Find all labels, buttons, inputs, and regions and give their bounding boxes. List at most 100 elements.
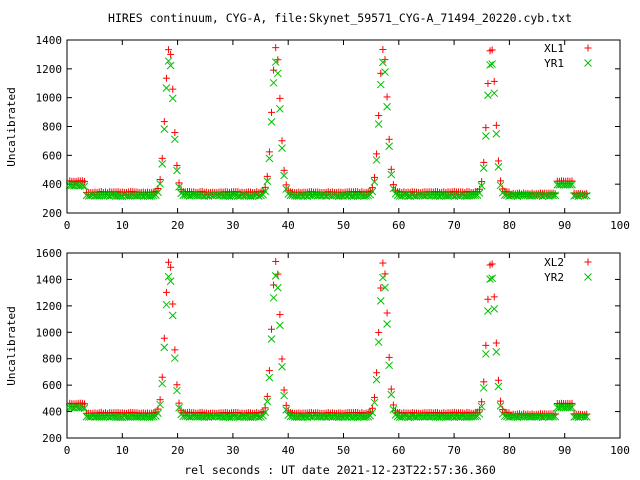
bottom-xtick-label: 70 <box>447 444 460 457</box>
bottom-point-yr2 <box>582 413 591 421</box>
top-xtick-label: 50 <box>337 219 350 232</box>
top-point-yr1 <box>475 189 484 197</box>
bottom-point-yr2 <box>551 412 560 421</box>
bottom-point-xl2 <box>383 309 391 317</box>
bottom-point-yr2 <box>383 320 391 328</box>
bottom-point-xl2 <box>480 378 488 386</box>
bottom-point-xl2 <box>375 328 383 336</box>
legend-label-yr2: YR2 <box>544 271 564 284</box>
bottom-point-yr2 <box>164 272 173 281</box>
bottom-ytick-label: 1200 <box>36 300 63 313</box>
top-point-xl1 <box>175 179 183 187</box>
top-point-xl1 <box>375 112 383 120</box>
bottom-point-xl2 <box>272 257 280 265</box>
top-point-yr1 <box>496 181 505 190</box>
top-point-xl1 <box>171 129 179 137</box>
top-point-xl1 <box>488 46 496 54</box>
top-ylabel: Uncalibrated <box>5 87 18 166</box>
top-point-xl1 <box>389 181 397 189</box>
bottom-point-xl2 <box>373 369 381 377</box>
bottom-point-xl2 <box>175 399 183 407</box>
bottom-point-xl2 <box>368 404 376 412</box>
bottom-point-yr2 <box>488 274 496 283</box>
x-axis-label: rel seconds : UT date 2021-12-23T22:57:3… <box>184 463 496 477</box>
bottom-point-xl2 <box>494 376 502 384</box>
top-panel: Uncalibrated 0 10 20 30 40 50 60 70 80 90 100 200 40… <box>5 34 630 232</box>
bottom-point-yr2 <box>156 400 164 409</box>
bottom-point-yr2 <box>362 413 370 421</box>
bottom-xtick-label: 10 <box>116 444 129 457</box>
bottom-point-yr2 <box>379 273 387 282</box>
top-point-yr1 <box>271 58 280 66</box>
bottom-xtick-label: 0 <box>64 444 71 457</box>
top-xtick-label: 10 <box>116 219 129 232</box>
top-ytick-label: 600 <box>42 149 62 162</box>
top-point-yr1 <box>379 58 387 67</box>
bottom-point-xl2 <box>370 393 378 401</box>
bottom-point-yr2 <box>276 321 284 330</box>
top-point-yr1 <box>168 94 177 103</box>
bottom-point-xl2 <box>379 259 387 267</box>
bottom-point-yr2 <box>269 293 278 302</box>
top-point-yr1 <box>376 80 385 89</box>
bottom-point-yr2 <box>263 397 272 406</box>
top-point-yr1 <box>273 69 282 78</box>
bottom-xtick-label: 100 <box>610 444 630 457</box>
bottom-ticks: 0 10 20 30 40 50 60 70 80 90 100 200 400 600 800 1000 12… <box>36 247 630 457</box>
bottom-point-xl2 <box>165 258 173 266</box>
bottom-ytick-label: 1600 <box>36 247 63 260</box>
bottom-point-xl2 <box>265 367 273 375</box>
bottom-point-yr2 <box>175 403 183 412</box>
bottom-point-yr2 <box>471 412 480 421</box>
top-point-yr1 <box>78 181 87 190</box>
bottom-point-yr2 <box>265 373 274 382</box>
top-point-xl1 <box>272 44 280 52</box>
bottom-point-xl2 <box>276 311 284 319</box>
top-point-yr1 <box>582 191 591 200</box>
top-point-yr1 <box>370 178 379 186</box>
top-point-yr1 <box>162 84 171 92</box>
top-xtick-label: 30 <box>226 219 239 232</box>
top-point-xl1 <box>476 185 484 193</box>
top-point-yr1 <box>492 129 501 138</box>
top-point-yr1 <box>471 191 480 200</box>
bottom-point-yr2 <box>492 347 501 356</box>
top-point-xl1 <box>278 137 286 145</box>
top-xtick-label: 80 <box>503 219 516 232</box>
top-point-yr1 <box>255 192 263 200</box>
top-point-yr1 <box>267 118 276 126</box>
bottom-point-xl2 <box>158 373 166 381</box>
bottom-point-yr2 <box>566 403 574 412</box>
chart-title: HIRES continuum, CYG-A, file:Skynet_5957… <box>108 11 572 25</box>
top-point-xl1 <box>385 135 393 143</box>
top-point-xl1 <box>162 74 170 82</box>
legend-label-xl1: XL1 <box>544 42 564 55</box>
top-xtick-label: 60 <box>392 219 405 232</box>
top-point-yr1 <box>494 163 503 171</box>
top-point-yr1 <box>490 89 499 98</box>
top-point-xl1 <box>478 178 486 186</box>
bottom-point-yr2 <box>568 403 576 412</box>
bottom-point-xl2 <box>490 293 498 301</box>
top-point-yr1 <box>278 144 286 152</box>
bottom-xtick-label: 60 <box>392 444 405 457</box>
bottom-point-yr2 <box>372 375 381 384</box>
bottom-point-xl2 <box>167 263 175 271</box>
top-point-yr1 <box>173 166 181 175</box>
top-point-yr1 <box>80 182 89 191</box>
bottom-point-yr2 <box>484 307 492 315</box>
bottom-point-yr2 <box>486 275 494 284</box>
top-point-xl1 <box>158 154 166 162</box>
top-point-xl1 <box>270 66 278 74</box>
bottom-point-yr2 <box>154 409 162 418</box>
top-xtick-label: 100 <box>610 219 630 232</box>
top-point-yr1 <box>284 190 293 198</box>
bottom-panel: Uncalibrated 0 10 20 30 40 50 60 70 80 90 100 200 40… <box>5 247 630 457</box>
top-point-xl1 <box>280 166 288 174</box>
bottom-point-yr2 <box>168 311 177 320</box>
bottom-point-yr2 <box>477 402 486 411</box>
top-point-yr1 <box>259 190 267 199</box>
bottom-ytick-label: 1400 <box>36 273 63 286</box>
bottom-point-xl2 <box>377 284 385 292</box>
bottom-point-xl2 <box>482 341 490 349</box>
